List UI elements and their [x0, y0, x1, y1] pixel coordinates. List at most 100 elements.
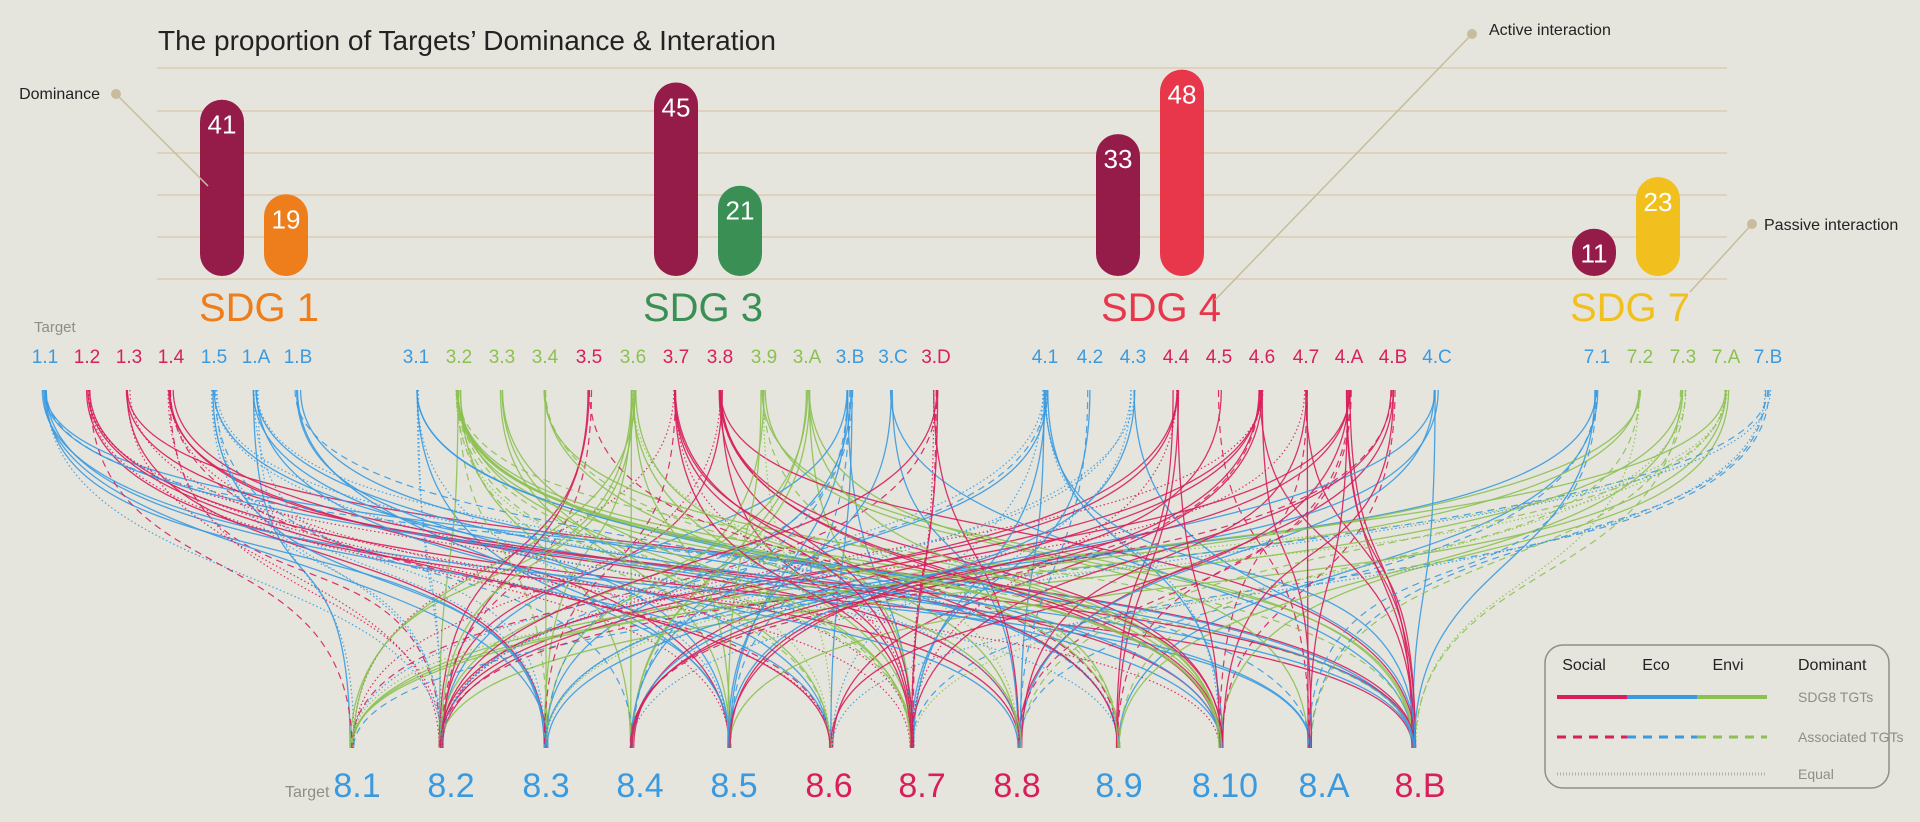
- interaction-link: [350, 389, 1045, 749]
- interaction-link: [1021, 389, 1308, 749]
- bottom-target-8-1: 8.1: [333, 767, 380, 805]
- legend: Social Eco Envi Dominant SDG8 TGTs Assoc…: [1544, 644, 1904, 789]
- interaction-link: [456, 389, 1223, 749]
- interaction-links: [41, 389, 1772, 749]
- top-target-3-1: 3.1: [403, 347, 429, 368]
- interaction-link: [729, 389, 1222, 749]
- interaction-link: [544, 389, 1728, 749]
- sdg3-dominance-value: 45: [662, 93, 691, 123]
- interaction-link: [543, 389, 677, 749]
- interaction-link: [1019, 389, 1435, 749]
- interaction-link: [673, 389, 1224, 749]
- top-target-4-5: 4.5: [1206, 347, 1232, 368]
- interaction-link: [350, 389, 1726, 749]
- top-target-7-1: 7.1: [1584, 347, 1610, 368]
- interaction-link: [912, 389, 1046, 749]
- interaction-link: [1118, 389, 1684, 749]
- interaction-link: [831, 389, 1044, 749]
- interaction-link: [43, 389, 1223, 749]
- interaction-link: [912, 389, 937, 749]
- interaction-link: [673, 389, 913, 749]
- interaction-link: [352, 389, 633, 749]
- interaction-link: [911, 389, 1770, 749]
- interaction-link: [727, 389, 892, 749]
- interaction-link: [831, 389, 1263, 749]
- interaction-link: [1018, 389, 1089, 749]
- interaction-link: [255, 389, 1019, 749]
- passive-callout-line: [1689, 223, 1753, 293]
- interaction-link: [351, 389, 1727, 749]
- interaction-link: [213, 389, 1121, 749]
- interaction-link: [933, 389, 1020, 749]
- interaction-link: [438, 389, 1179, 749]
- top-target-3-9: 3.9: [751, 347, 777, 368]
- interaction-link: [1414, 389, 1682, 749]
- interaction-link: [45, 389, 546, 749]
- interaction-link: [439, 389, 1178, 749]
- interaction-link: [41, 389, 1312, 749]
- interaction-link: [831, 389, 1766, 749]
- top-target-7-3: 7.3: [1670, 347, 1696, 368]
- interaction-link: [349, 389, 1642, 749]
- sdg4-dominance-value: 33: [1104, 144, 1133, 174]
- bottom-target-8-B: 8.B: [1394, 767, 1445, 805]
- interaction-link: [1415, 389, 1640, 749]
- interaction-link: [211, 389, 546, 749]
- interaction-link: [456, 389, 1223, 749]
- dominance-callout-dot: [111, 89, 121, 99]
- interaction-link: [438, 389, 459, 749]
- interaction-link: [87, 389, 831, 749]
- top-target-3-5: 3.5: [576, 347, 602, 368]
- interaction-link: [294, 389, 1120, 749]
- sdg4-interaction-bar: [1160, 69, 1204, 276]
- sdg4-interaction-value: 48: [1168, 80, 1197, 110]
- sdg1-interaction-bar: [264, 194, 308, 276]
- top-target-3-7: 3.7: [663, 347, 689, 368]
- interaction-link: [441, 389, 1263, 749]
- legend-box: [1544, 644, 1890, 789]
- top-target-4-7: 4.7: [1293, 347, 1319, 368]
- interaction-link: [439, 389, 938, 749]
- sdg1-dominance-bar: [200, 99, 244, 276]
- top-target-1-3: 1.3: [116, 347, 142, 368]
- interaction-link: [762, 389, 1121, 749]
- interaction-link: [1307, 389, 1598, 749]
- interaction-link: [543, 389, 633, 749]
- top-target-3-D: 3.D: [921, 347, 951, 368]
- interaction-link: [544, 389, 1136, 749]
- interaction-link: [169, 389, 442, 749]
- interaction-link: [727, 389, 762, 749]
- interaction-link: [438, 389, 809, 749]
- interaction-link: [630, 389, 633, 749]
- interaction-link: [126, 389, 440, 749]
- sdg3-interaction-bar: [718, 185, 762, 276]
- interaction-link: [1261, 389, 1313, 749]
- bottom-target-8-9: 8.9: [1095, 767, 1142, 805]
- interaction-link: [351, 389, 1640, 749]
- interaction-link: [545, 389, 854, 749]
- top-target-axis-label: Target: [34, 319, 77, 336]
- interaction-link: [829, 389, 1350, 749]
- chart-title: The proportion of Targets’ Dominance & I…: [158, 25, 776, 56]
- interaction-link: [252, 389, 351, 749]
- interaction-link: [1177, 389, 1221, 749]
- top-target-labels: 1.1 1.2 1.3 1.4 1.5 1.A 1.B 3.1 3.2 3.3 3.4 3.5 3.6 3…: [32, 347, 1782, 368]
- top-target-3-2: 3.2: [446, 347, 472, 368]
- dominance-annotation: Dominance: [19, 86, 100, 103]
- top-target-1-4: 1.4: [158, 347, 185, 368]
- bottom-target-labels: 8.1 8.2 8.3 8.4 8.5 8.6 8.7 8.8 8.9 8.10 8.A 8.B: [333, 767, 1445, 805]
- interaction-link: [543, 389, 1222, 749]
- interaction-link: [1306, 389, 1309, 749]
- top-target-4-3: 4.3: [1120, 347, 1146, 368]
- top-target-1-1: 1.1: [32, 347, 58, 368]
- interaction-link: [45, 389, 831, 749]
- legend-row-associated: Associated TGTs: [1798, 729, 1904, 745]
- interaction-link: [169, 389, 1021, 749]
- active-callout-dot: [1467, 29, 1477, 39]
- interaction-link: [216, 389, 1021, 749]
- sdg1-interaction-value: 19: [272, 204, 301, 234]
- interaction-link: [630, 389, 1049, 749]
- sdg7-dominance-bar: [1572, 228, 1616, 276]
- interaction-link: [727, 389, 1262, 749]
- top-target-4-A: 4.A: [1335, 347, 1364, 368]
